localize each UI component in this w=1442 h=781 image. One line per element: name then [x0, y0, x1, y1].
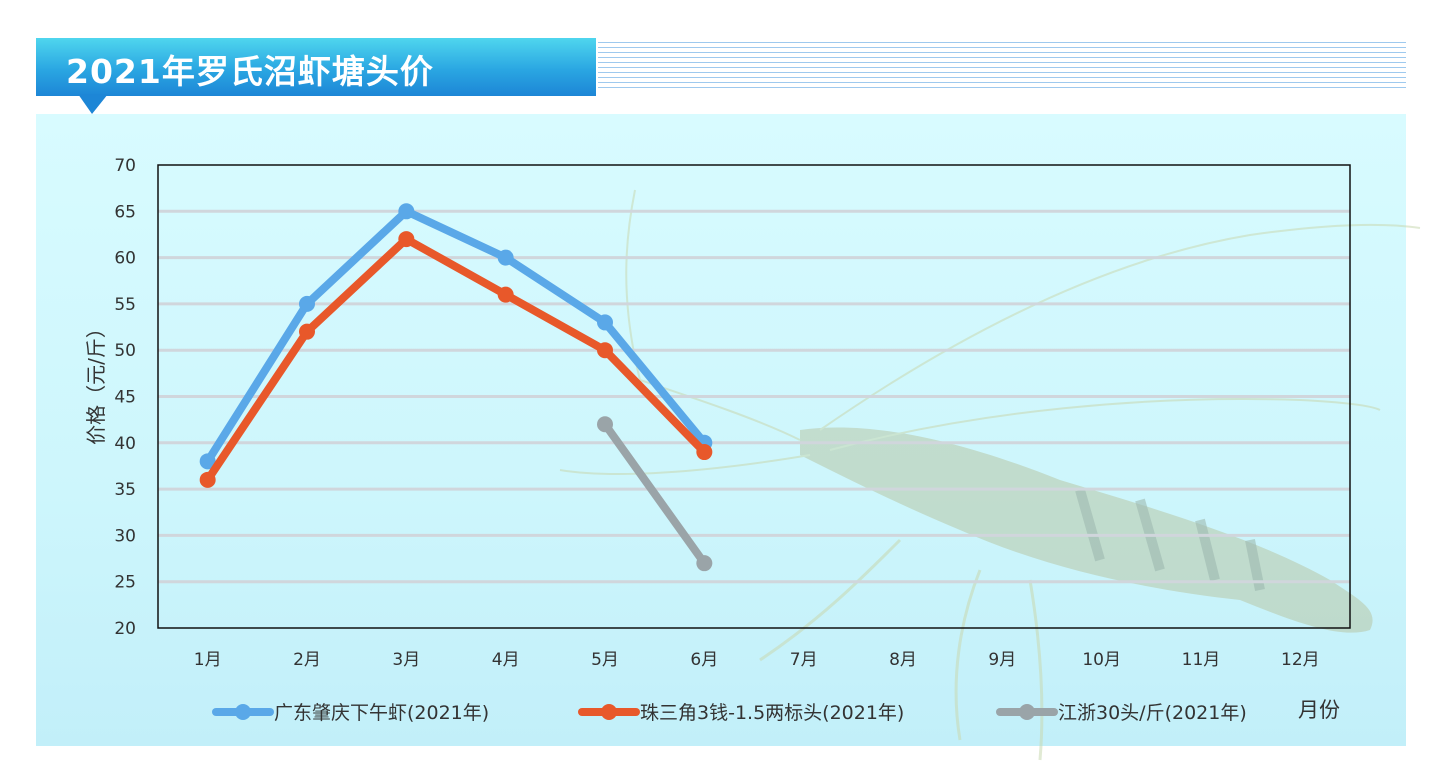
x-tick-label: 9月: [988, 650, 1016, 670]
data-point: [696, 444, 713, 461]
x-tick-label: 6月: [690, 650, 718, 670]
shrimp-illustration: [559, 189, 1421, 761]
series-line-2: [601, 420, 709, 568]
x-tick-label: 4月: [492, 650, 520, 670]
legend: 广东肇庆下午虾(2021年) 珠三角3钱-1.5两标头(2021年) 江浙30头/斤…: [212, 702, 1247, 724]
y-tick-label: 50: [114, 341, 136, 361]
x-tick-label: 12月: [1281, 650, 1320, 670]
data-point: [497, 286, 514, 303]
data-point: [398, 231, 415, 248]
legend-marker: [235, 704, 251, 720]
y-tick-label: 70: [114, 156, 136, 176]
legend-entry: 江浙30头/斤(2021年): [1058, 702, 1247, 724]
y-tick-label: 20: [114, 619, 136, 639]
y-tick-label: 55: [114, 295, 136, 315]
data-point: [398, 203, 415, 220]
y-axis-label: 价格（元/斤）: [84, 318, 108, 445]
data-point: [597, 314, 613, 331]
y-tick-label: 40: [114, 434, 136, 454]
data-point: [597, 342, 613, 359]
y-tick-label: 65: [114, 202, 136, 222]
series-line-0: [203, 207, 709, 466]
data-point: [299, 323, 315, 340]
legend-marker: [601, 704, 617, 720]
header-stripes: [598, 42, 1406, 92]
y-tick-label: 60: [114, 249, 136, 269]
data-point: [199, 453, 216, 470]
x-tick-label: 7月: [790, 650, 818, 670]
y-tick-label: 30: [114, 526, 136, 546]
data-point: [597, 416, 613, 433]
title-banner: [36, 38, 596, 96]
legend-marker: [1019, 704, 1035, 720]
chart-panel: [36, 114, 1406, 746]
x-tick-label: 2月: [293, 650, 321, 670]
title-banner-tail: [78, 94, 108, 114]
plot-frame: [157, 164, 1351, 629]
x-tick-label: 5月: [591, 650, 619, 670]
data-point: [299, 295, 315, 312]
x-tick-label: 1月: [194, 650, 222, 670]
data-point: [199, 471, 216, 488]
data-point: [497, 249, 514, 266]
x-axis-unit-label: 月份: [1298, 698, 1340, 722]
x-tick-label: 8月: [889, 650, 917, 670]
x-tick-label: 10月: [1082, 650, 1121, 670]
x-tick-label: 3月: [392, 650, 420, 670]
legend-entry: 珠三角3钱-1.5两标头(2021年): [640, 702, 904, 724]
y-tick-label: 35: [114, 480, 136, 500]
y-tick-label: 45: [114, 388, 136, 408]
series-line-1: [203, 235, 709, 484]
plot-area: 20 25 30 35 40 45 50 55 60 65 70 1月 2月 3月 4月 5月 6月 7月 8月 9月…: [84, 156, 1351, 670]
data-point: [696, 555, 713, 572]
page-title: 2021年罗氏沼虾塘头价: [66, 52, 434, 91]
x-tick-label: 11月: [1182, 650, 1221, 670]
y-tick-label: 25: [114, 573, 136, 593]
legend-entry: 广东肇庆下午虾(2021年): [274, 702, 489, 724]
